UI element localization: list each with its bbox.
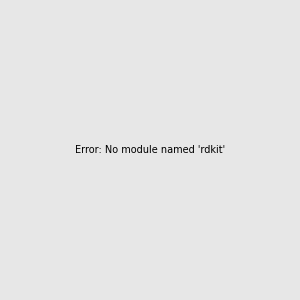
Text: Error: No module named 'rdkit': Error: No module named 'rdkit' (75, 145, 225, 155)
